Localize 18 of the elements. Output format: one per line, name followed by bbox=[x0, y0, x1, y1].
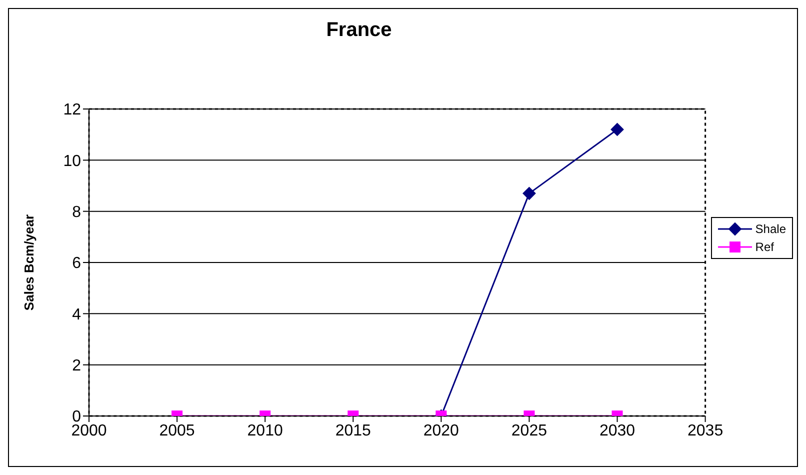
legend-label: Shale bbox=[755, 220, 786, 238]
legend-label: Ref bbox=[755, 238, 774, 256]
x-tick-label: 2015 bbox=[335, 422, 372, 440]
x-tick-label: 2020 bbox=[423, 422, 460, 440]
y-axis-title: Sales Bcm/year bbox=[22, 214, 37, 311]
x-tick-label: 2025 bbox=[511, 422, 548, 440]
y-tick-label: 10 bbox=[63, 152, 82, 170]
y-tick-label: 4 bbox=[72, 306, 82, 324]
y-tick-label: 2 bbox=[72, 358, 82, 375]
x-tick-label: 2030 bbox=[599, 422, 636, 440]
x-tick-label: 2010 bbox=[247, 422, 283, 440]
y-tick-label: 8 bbox=[72, 204, 82, 222]
y-tick-label: 6 bbox=[72, 255, 82, 272]
x-tick-label: 2000 bbox=[71, 422, 107, 440]
chart-title: France bbox=[325, 19, 393, 42]
x-tick-label: 2005 bbox=[159, 422, 195, 440]
y-tick-label: 12 bbox=[63, 102, 82, 119]
x-tick-label: 2035 bbox=[688, 422, 724, 440]
